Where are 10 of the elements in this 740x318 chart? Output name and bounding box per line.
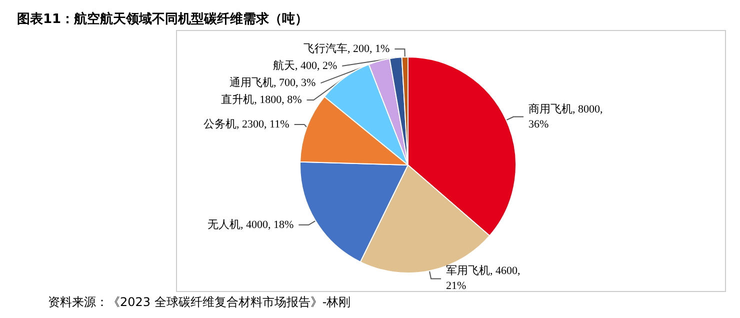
slice-label: 通用飞机, 700, 3% xyxy=(230,76,316,90)
slice-label: 无人机, 4000, 18% xyxy=(207,218,294,231)
slice-label: 军用飞机, 4600, 21% xyxy=(446,265,524,292)
slice-label: 商用飞机, 8000, 36% xyxy=(528,102,606,130)
slice-label: 公务机, 2300, 11% xyxy=(204,118,290,130)
slice-label: 航天, 400, 2% xyxy=(272,59,338,72)
slice-label: 直升机, 1800, 8% xyxy=(221,93,302,106)
chart-title: 图表11：航空航天领域不同机型碳纤维需求（吨） xyxy=(17,11,308,27)
text: 资料来源：《2023 全球碳纤维复合材料市场报告》-林刚 xyxy=(48,295,351,309)
slice-label: 飞行汽车, 200, 1% xyxy=(304,42,390,56)
